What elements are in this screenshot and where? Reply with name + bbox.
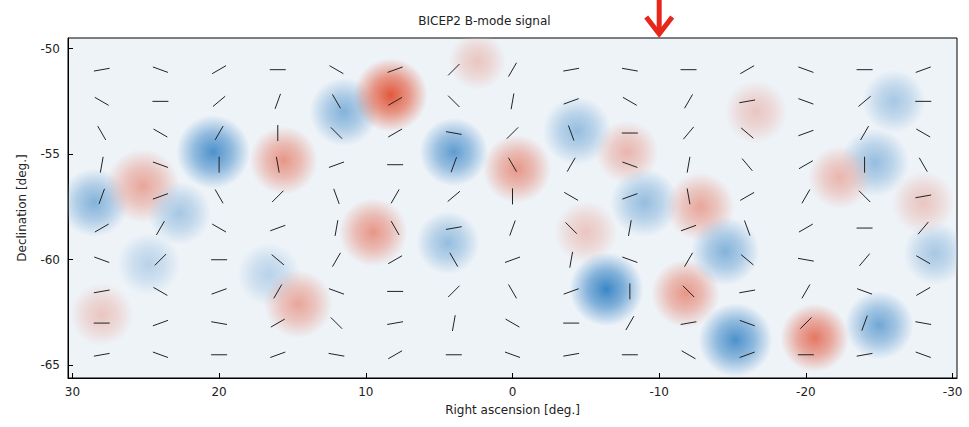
svg-text:10: 10 bbox=[358, 385, 373, 399]
svg-text:-30: -30 bbox=[943, 385, 963, 399]
svg-text:0: 0 bbox=[509, 385, 517, 399]
svg-text:-10: -10 bbox=[649, 385, 669, 399]
svg-text:Declination [deg.]: Declination [deg.] bbox=[15, 154, 29, 261]
svg-text:Right ascension [deg.]: Right ascension [deg.] bbox=[445, 403, 580, 417]
svg-text:-55: -55 bbox=[40, 147, 60, 161]
svg-text:-60: -60 bbox=[40, 253, 60, 267]
svg-text:-20: -20 bbox=[796, 385, 816, 399]
svg-text:30: 30 bbox=[65, 385, 80, 399]
svg-text:-50: -50 bbox=[40, 42, 60, 56]
svg-text:-65: -65 bbox=[40, 358, 60, 372]
svg-text:BICEP2 B-mode signal: BICEP2 B-mode signal bbox=[418, 14, 550, 28]
svg-text:20: 20 bbox=[211, 385, 226, 399]
